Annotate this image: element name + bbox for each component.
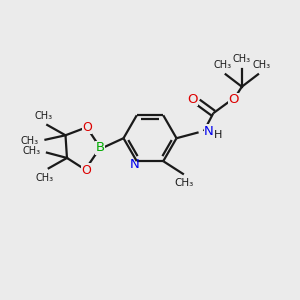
Text: CH₃: CH₃ [233,54,251,64]
Text: O: O [82,121,92,134]
Text: CH₃: CH₃ [36,173,54,183]
Text: CH₃: CH₃ [21,136,39,146]
Text: B: B [96,141,105,154]
Text: CH₃: CH₃ [175,178,194,188]
Text: CH₃: CH₃ [253,60,271,70]
Text: O: O [81,164,91,176]
Text: CH₃: CH₃ [34,111,52,121]
Text: N: N [204,125,214,138]
Text: N: N [130,158,140,171]
Text: O: O [188,93,198,106]
Text: H: H [214,130,222,140]
Text: CH₃: CH₃ [22,146,40,157]
Text: CH₃: CH₃ [214,60,232,70]
Text: O: O [228,93,239,106]
